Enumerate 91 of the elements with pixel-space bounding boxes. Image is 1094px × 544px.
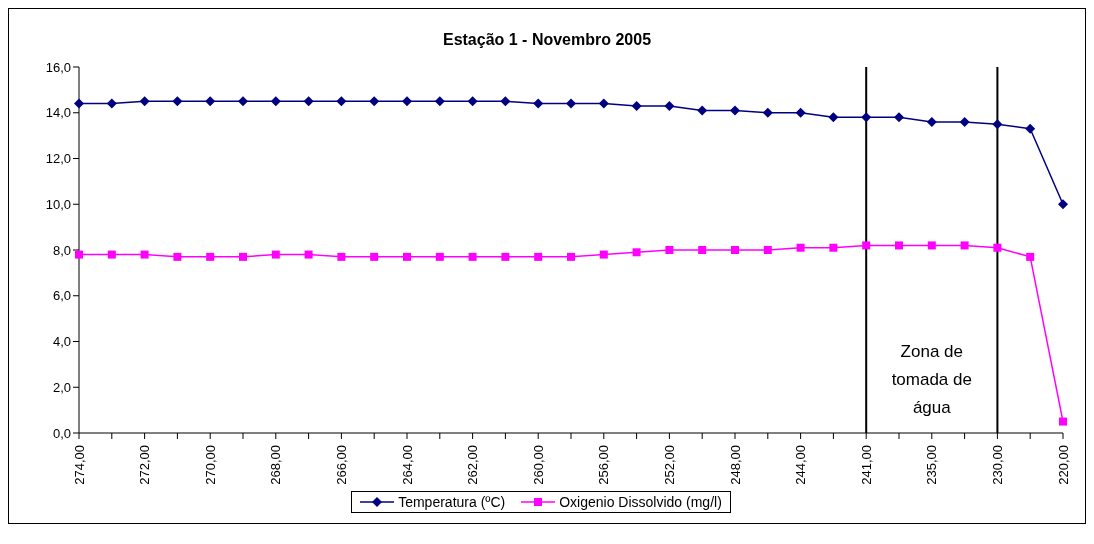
point: [960, 241, 969, 250]
point: [665, 246, 674, 254]
point: [861, 112, 872, 123]
y-tick-label: 4,0: [52, 334, 71, 350]
point: [927, 241, 936, 250]
point: [730, 105, 740, 116]
point: [435, 252, 444, 261]
point: [829, 243, 838, 252]
y-tick-label: 10,0: [45, 196, 71, 212]
point: [238, 96, 248, 107]
point: [598, 98, 609, 109]
y-tick-label: 0,0: [52, 425, 71, 441]
point: [862, 241, 871, 250]
x-tick-label: 248,00: [727, 445, 743, 485]
point: [566, 98, 576, 109]
x-tick-label: 270,00: [202, 445, 218, 485]
point: [1025, 123, 1036, 134]
point: [369, 96, 380, 107]
point: [434, 96, 445, 107]
y-tick-label: 8,0: [52, 242, 71, 258]
x-tick-label: 264,00: [399, 445, 415, 485]
point: [698, 246, 707, 254]
point: [533, 98, 544, 109]
point: [139, 96, 150, 107]
point: [895, 241, 903, 250]
y-tick-label: 12,0: [45, 151, 71, 167]
point: [107, 250, 116, 259]
annotation: Zona de tomada de água: [891, 341, 972, 417]
point: [206, 252, 215, 261]
point: [270, 96, 281, 107]
point: [894, 112, 904, 123]
chart-title: Estação 1 - Novembro 2005: [441, 30, 653, 50]
y-tick-label: 2,0: [52, 379, 71, 395]
point: [500, 96, 511, 107]
x-tick-label: 244,00: [793, 445, 809, 485]
x-tick-label: 252,00: [661, 445, 677, 485]
point: [926, 116, 937, 127]
point: [567, 252, 575, 261]
x-tick-label: 235,00: [924, 445, 940, 485]
point: [959, 116, 970, 127]
x-tick-label: 241,00: [858, 445, 874, 485]
point: [664, 100, 675, 111]
point: [534, 252, 543, 261]
point: [731, 246, 739, 254]
point: [796, 243, 805, 252]
x-tick-label: 272,00: [137, 445, 153, 485]
point: [697, 105, 708, 116]
point: [106, 98, 117, 109]
point: [239, 252, 247, 261]
point: [303, 96, 314, 107]
point: [172, 96, 183, 107]
x-tick-label: 230,00: [989, 445, 1005, 485]
legend-label: Temperatura (ºC): [398, 494, 506, 510]
x-tick-label: 266,00: [333, 445, 349, 485]
point: [1058, 199, 1068, 210]
x-tick-label: 256,00: [596, 445, 612, 485]
point: [1059, 417, 1067, 426]
point: [631, 100, 642, 111]
x-tick-label: 268,00: [268, 445, 284, 485]
x-tick-label: 274,00: [71, 445, 87, 485]
point: [336, 96, 347, 107]
point: [599, 250, 608, 259]
point: [795, 107, 806, 118]
y-tick-label: 6,0: [52, 288, 71, 304]
point: [74, 98, 84, 109]
x-tick-label: 220,00: [1055, 445, 1071, 485]
y-tick-label: 16,0: [45, 59, 71, 75]
point: [992, 119, 1003, 130]
point: [337, 252, 346, 261]
point: [467, 96, 478, 107]
point: [501, 252, 510, 261]
point: [140, 250, 149, 259]
point: [402, 96, 412, 107]
point: [271, 250, 280, 259]
point: [75, 250, 83, 259]
point: [468, 252, 477, 261]
point: [762, 107, 773, 118]
point: [304, 250, 313, 259]
x-tick-label: 262,00: [465, 445, 481, 485]
point: [1026, 252, 1035, 261]
point: [173, 252, 182, 261]
point: [828, 112, 839, 123]
point: [632, 248, 641, 257]
x-tick-label: 260,00: [530, 445, 546, 485]
legend-label: Oxigenio Dissolvido (mg/l): [559, 494, 722, 510]
point: [403, 252, 411, 261]
point: [993, 243, 1002, 252]
point: [763, 246, 772, 254]
point: [205, 96, 216, 107]
point: [370, 252, 379, 261]
y-tick-label: 14,0: [45, 105, 71, 121]
